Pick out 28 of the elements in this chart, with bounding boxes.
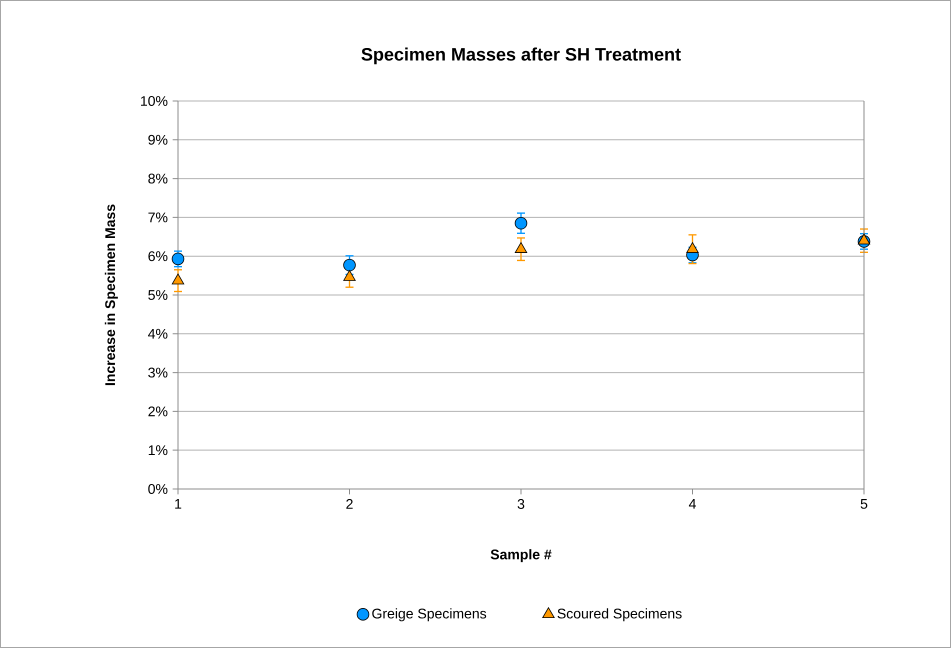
y-tick-label: 8% <box>148 174 168 184</box>
point <box>514 242 528 253</box>
y-tick-label: 4% <box>148 328 168 339</box>
x-axis-title: Sample # <box>490 549 552 562</box>
point <box>686 242 699 253</box>
y-tick-label: 9% <box>148 134 168 145</box>
point <box>343 258 356 272</box>
y-tick-label: 2% <box>148 406 168 416</box>
point <box>514 216 528 230</box>
y-tick-label: 0% <box>148 484 168 494</box>
point <box>172 252 184 266</box>
x-tick-label: 2 <box>346 499 353 509</box>
y-tick-label: 7% <box>148 212 168 222</box>
y-tick-label: 1% <box>148 445 168 456</box>
y-tick-label: 3% <box>148 368 168 378</box>
y-tick-label: 6% <box>148 251 168 262</box>
y-tick-label: 5% <box>148 290 168 300</box>
point <box>343 270 356 281</box>
legend-label: Scoured Specimens <box>558 608 682 622</box>
x-tick-label: 5 <box>860 499 868 509</box>
point <box>172 274 184 284</box>
x-tick-label: 4 <box>688 499 696 509</box>
x-tick-label: 1 <box>175 499 182 509</box>
chart-title: Specimen Masses after SH Treatment <box>361 47 681 64</box>
x-tick-label: 3 <box>518 499 524 509</box>
y-axis-title: Increase in Specimen Mass <box>104 204 118 386</box>
y-tick-label: 10% <box>141 96 168 106</box>
legend-label: Greige Specimens <box>372 608 486 622</box>
